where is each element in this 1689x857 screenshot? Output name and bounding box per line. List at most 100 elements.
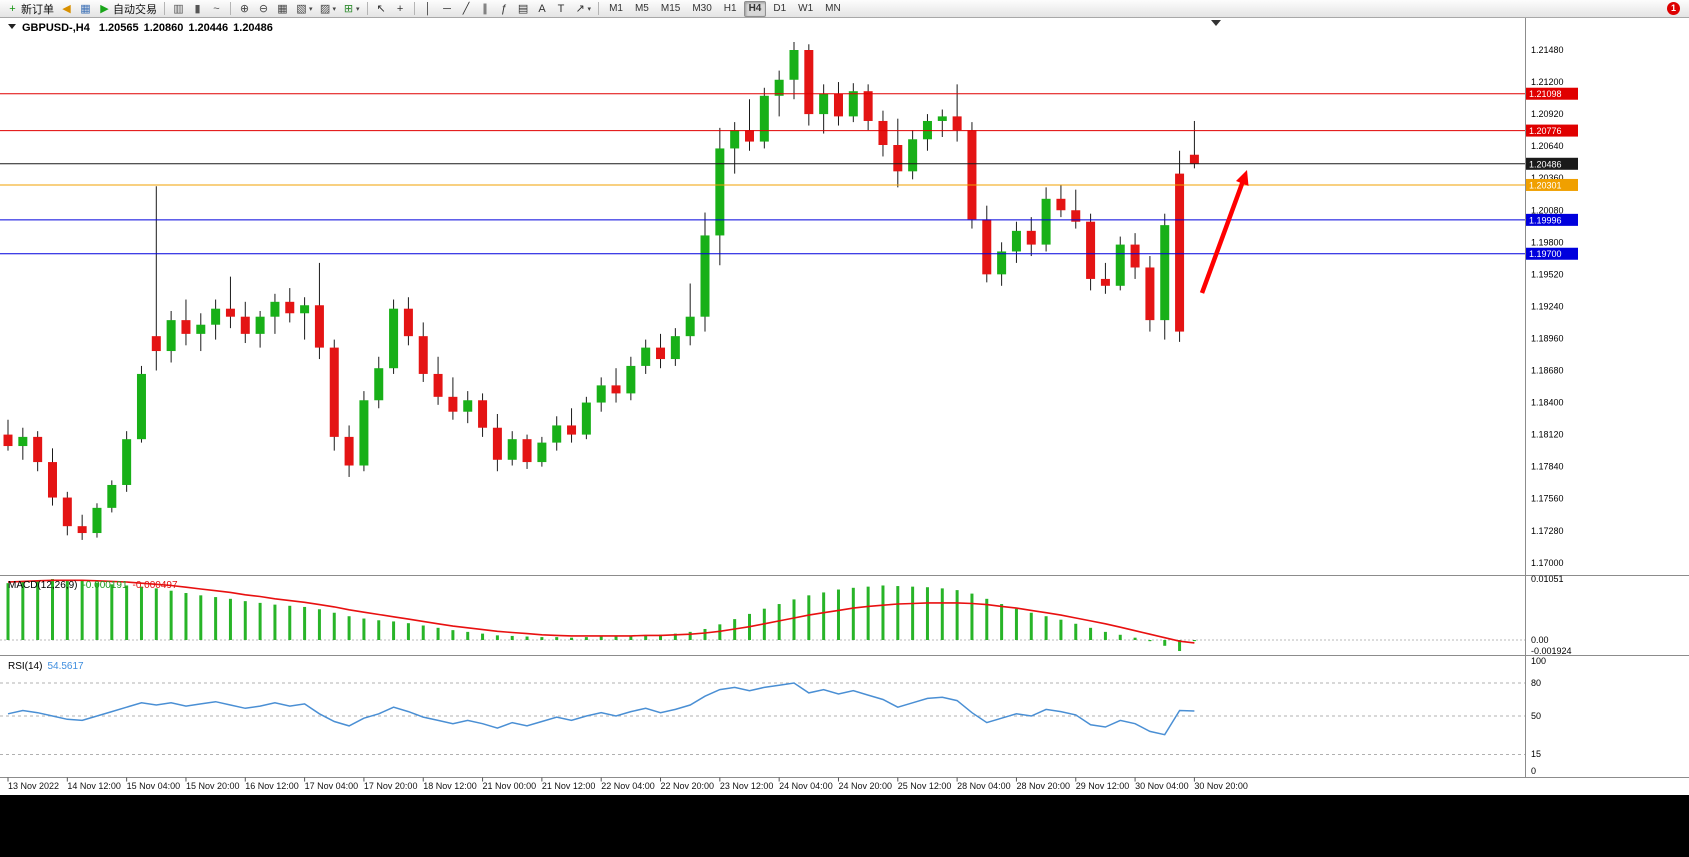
candle-bearish (612, 385, 621, 393)
timeframe-m15-button[interactable]: M15 (656, 1, 685, 17)
candle-bearish (982, 219, 991, 274)
crosshair-button[interactable]: + (392, 1, 409, 17)
price-axis-label: 1.18960 (1531, 333, 1564, 343)
market-watch-button[interactable]: ◀ (58, 1, 75, 17)
candle-bullish (508, 439, 517, 460)
candle-bearish (1131, 245, 1140, 268)
time-axis-label: 30 Nov 04:00 (1135, 781, 1189, 791)
candlestick-chart-button[interactable]: ▮ (189, 1, 206, 17)
candle-bullish (196, 325, 205, 334)
toolbar-separator (164, 2, 165, 15)
text-label-button[interactable]: T (553, 1, 570, 17)
candle-bullish (938, 116, 947, 121)
candle-bullish (389, 309, 398, 369)
candle-bullish (137, 374, 146, 439)
candle-bullish (626, 366, 635, 393)
new-order-icon: + (6, 2, 19, 16)
notification-badge[interactable]: 1 (1667, 2, 1680, 15)
timeframe-w1-button[interactable]: W1 (793, 1, 818, 17)
chevron-down-icon[interactable]: ▾ (309, 5, 313, 13)
new-order-button[interactable]: +新订单 (4, 1, 56, 17)
candle-bullish (997, 251, 1006, 274)
timeframe-m5-button[interactable]: M5 (630, 1, 654, 17)
shapes-icon: ▤ (517, 2, 530, 16)
timeframe-h4-button[interactable]: H4 (744, 1, 767, 17)
tile-windows-button[interactable]: ▦ (274, 1, 291, 17)
auto-trading-label: 自动交易 (113, 1, 157, 17)
toolbar-separator (230, 2, 231, 15)
candle-bearish (953, 116, 962, 130)
candle-bullish (359, 400, 368, 465)
chevron-down-icon[interactable]: ▾ (333, 5, 337, 13)
time-axis-label: 15 Nov 04:00 (127, 781, 181, 791)
line-chart-button[interactable]: ~ (208, 1, 225, 17)
channel-icon: ∥ (479, 2, 492, 16)
candle-bearish (226, 309, 235, 317)
rsi-axis-0: 0 (1531, 766, 1536, 776)
horizontal-line-icon: ─ (441, 2, 454, 16)
price-axis-label: 1.18680 (1531, 366, 1564, 376)
candle-bearish (523, 439, 532, 462)
time-axis-label: 22 Nov 20:00 (661, 781, 715, 791)
new-chart-icon: ▧ (295, 2, 308, 16)
chart-area[interactable]: 1.214801.212001.209201.206401.203601.200… (0, 18, 1689, 795)
text-button[interactable]: A (534, 1, 551, 17)
timeframe-h1-button[interactable]: H1 (719, 1, 742, 17)
price-level-tag-text: 1.20301 (1529, 180, 1562, 190)
candle-bullish (107, 485, 116, 508)
chart-window-button[interactable]: ▦ (77, 1, 94, 17)
time-axis-label: 15 Nov 20:00 (186, 781, 240, 791)
candle-bearish (181, 320, 190, 334)
toolbar-buttons: +新订单◀▦▶自动交易▥▮~⊕⊖▦▧▾▨▾⊞▾↖+│─╱∥ƒ▤AT↗▾ (3, 1, 603, 17)
trendline-button[interactable]: ╱ (458, 1, 475, 17)
zoom-in-button[interactable]: ⊕ (236, 1, 253, 17)
rsi-axis-15: 15 (1531, 749, 1541, 759)
price-level-tag-text: 1.20776 (1529, 126, 1562, 136)
candle-bearish (78, 526, 87, 533)
candle-bullish (167, 320, 176, 351)
indicators-button[interactable]: ⊞▾ (340, 1, 362, 17)
timeframe-m30-button[interactable]: M30 (687, 1, 716, 17)
chart-title: GBPUSD-,H41.205651.208601.204461.20486 (22, 22, 273, 34)
profiles-button[interactable]: ▨▾ (317, 1, 339, 17)
rsi-axis-50: 50 (1531, 711, 1541, 721)
equidistant-channel-button[interactable]: ∥ (477, 1, 494, 17)
new-chart-button[interactable]: ▧▾ (293, 1, 315, 17)
price-axis-label: 1.19240 (1531, 301, 1564, 311)
vertical-line-button[interactable]: │ (420, 1, 437, 17)
candle-bearish (434, 374, 443, 397)
time-axis-label: 24 Nov 04:00 (779, 781, 833, 791)
time-axis-label: 17 Nov 04:00 (305, 781, 359, 791)
chevron-down-icon[interactable]: ▾ (588, 5, 592, 13)
macd-axis-min: -0.001924 (1531, 646, 1572, 656)
tile-windows-icon: ▦ (276, 2, 289, 16)
candle-bearish (1056, 199, 1065, 210)
candle-bullish (374, 368, 383, 400)
timeframe-m1-button[interactable]: M1 (604, 1, 628, 17)
mt4-window: { "toolbar": { "buttons": [ {"name":"new… (0, 0, 1689, 857)
fibonacci-button[interactable]: ƒ (496, 1, 513, 17)
time-axis-label: 24 Nov 20:00 (838, 781, 892, 791)
indicators-icon: ⊞ (342, 2, 355, 16)
cursor-button[interactable]: ↖ (373, 1, 390, 17)
candle-bearish (48, 462, 57, 497)
text-label-icon: T (555, 2, 568, 16)
candle-bearish (804, 50, 813, 114)
timeframe-mn-button[interactable]: MN (820, 1, 846, 17)
price-axis-label: 1.21200 (1531, 77, 1564, 87)
candle-bullish (730, 130, 739, 148)
candle-bearish (404, 309, 413, 336)
arrow-objects-button[interactable]: ↗▾ (572, 1, 594, 17)
zoom-out-icon: ⊖ (257, 2, 270, 16)
shapes-button[interactable]: ▤ (515, 1, 532, 17)
bar-chart-button[interactable]: ▥ (170, 1, 187, 17)
bar-chart-icon: ▥ (172, 2, 185, 16)
rsi-axis-80: 80 (1531, 678, 1541, 688)
auto-trading-button[interactable]: ▶自动交易 (96, 1, 159, 17)
zoom-out-button[interactable]: ⊖ (255, 1, 272, 17)
timeframe-d1-button[interactable]: D1 (768, 1, 791, 17)
chart-background[interactable] (0, 18, 1689, 795)
candle-bearish (330, 348, 339, 437)
chevron-down-icon[interactable]: ▾ (356, 5, 360, 13)
horizontal-line-button[interactable]: ─ (439, 1, 456, 17)
